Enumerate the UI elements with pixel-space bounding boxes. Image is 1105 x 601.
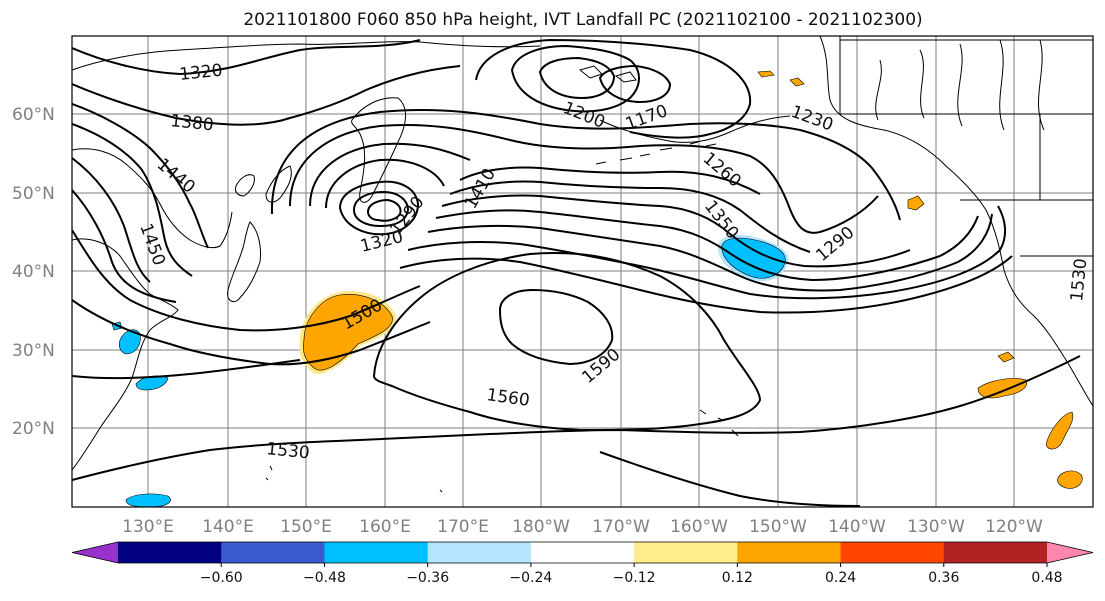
lon-label: 140°E <box>202 517 254 537</box>
colorbar-tick-label: −0.36 <box>406 570 449 586</box>
colorbar-tick-label: 0.48 <box>1031 570 1062 586</box>
lat-label: 60°N <box>12 105 55 125</box>
colorbar-segment <box>737 542 842 563</box>
lon-label: 150°E <box>280 517 332 537</box>
lon-label: 180°W <box>512 517 570 537</box>
colorbar-segment <box>530 542 635 563</box>
colorbar: −0.60 −0.48 −0.36 −0.24 −0.12 0.12 0.24 0.36 0.4… <box>71 541 1094 586</box>
lon-label: 160°E <box>359 517 411 537</box>
map-panel: 1320 1380 1440 1450 1200 1170 1230 1260 … <box>72 36 1093 507</box>
colorbar-segment <box>634 542 738 563</box>
contour-label: 1530 <box>1067 257 1091 302</box>
latitude-labels: 60°N 50°N 40°N 30°N 20°N <box>12 105 55 439</box>
lat-label: 20°N <box>12 419 55 439</box>
positive-anomaly-region <box>303 294 393 371</box>
lat-label: 50°N <box>12 184 55 204</box>
lat-label: 30°N <box>12 341 55 361</box>
figure-title: 2021101800 F060 850 hPa height, IVT Land… <box>243 10 922 30</box>
lon-label: 140°W <box>828 517 886 537</box>
colorbar-segment <box>427 542 532 563</box>
colorbar-tick-label: 0.12 <box>722 570 753 586</box>
lon-label: 160°W <box>670 517 728 537</box>
colorbar-tick-label: 0.36 <box>928 570 959 586</box>
contour-label: 1320 <box>178 61 223 85</box>
lon-label: 120°W <box>985 517 1043 537</box>
colorbar-tick-label: −0.24 <box>509 570 552 586</box>
longitude-labels: 130°E 140°E 150°E 160°E 170°E 180°W 170°… <box>122 517 1043 537</box>
colorbar-tick-label: 0.24 <box>825 570 856 586</box>
lat-label: 40°N <box>12 262 55 282</box>
colorbar-segment <box>943 542 1048 563</box>
lon-label: 170°W <box>592 517 650 537</box>
colorbar-tick-label: −0.60 <box>200 570 243 586</box>
contour-label: 1380 <box>169 111 214 135</box>
lon-label: 130°E <box>122 517 174 537</box>
contour-label: 1530 <box>265 439 310 463</box>
colorbar-segment <box>324 542 429 563</box>
colorbar-segment <box>221 542 325 563</box>
colorbar-tick-label: −0.12 <box>613 570 656 586</box>
lon-label: 150°W <box>749 517 807 537</box>
map-border <box>71 35 1094 508</box>
colorbar-tick-label: −0.48 <box>303 570 346 586</box>
lon-label: 170°E <box>437 517 489 537</box>
colorbar-segment <box>118 542 222 563</box>
height-contours <box>72 38 1081 507</box>
colorbar-extend-min <box>72 542 118 563</box>
ivt-shading <box>111 70 1083 507</box>
lon-label: 130°W <box>907 517 965 537</box>
colorbar-segment <box>840 542 945 563</box>
colorbar-extend-max <box>1047 542 1093 563</box>
colorbar-outline <box>71 541 1094 564</box>
